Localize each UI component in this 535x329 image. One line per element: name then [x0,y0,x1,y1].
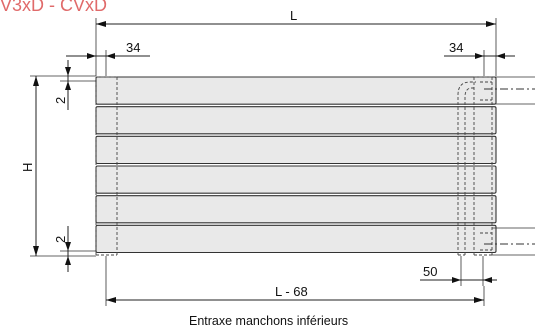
dimension-top-gap: 2 [53,60,96,110]
label-L: L [290,8,297,23]
caption: Entraxe manchons inférieurs [189,314,348,328]
radiator-panel [95,76,497,105]
drawing-title: V3xD - CVxD [0,0,107,15]
label-L-68: L - 68 [275,284,308,299]
label-right-34: 34 [449,40,463,55]
dimension-H: H [20,75,96,257]
radiator-panel [95,165,497,194]
label-left-34: 34 [126,40,140,55]
label-bottom-gap: 2 [53,236,68,243]
radiator-panel [95,224,497,254]
dimension-L: L [95,8,497,76]
dimension-right-34: 34 [444,40,515,76]
dimension-bottom-gap: 2 [53,226,96,272]
dimension-left-34: 34 [66,40,150,76]
label-top-gap: 2 [53,97,68,104]
radiator-panels [95,76,497,254]
dimension-50: 50 [420,256,497,286]
radiator-panel [95,106,497,135]
dimension-L-68: L - 68 [105,256,485,306]
label-50: 50 [423,264,437,279]
radiator-panel [95,195,497,224]
label-H: H [20,163,35,172]
right-connection-tube [457,76,535,256]
left-connection-tube [95,76,118,256]
radiator-panel [95,135,497,165]
